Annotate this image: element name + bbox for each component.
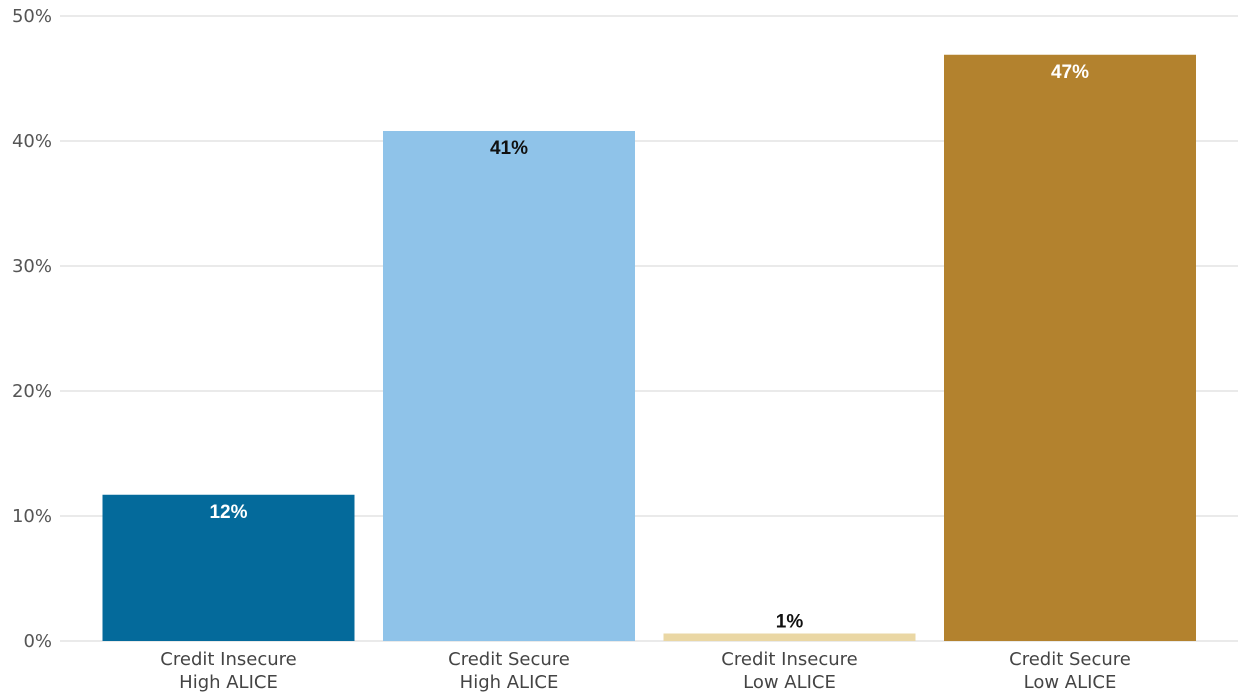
data-labels: 12% 41% 1% 47% xyxy=(209,62,1089,633)
y-tick-label: 30% xyxy=(12,256,52,277)
y-tick-label: 50% xyxy=(12,6,52,27)
bar-3 xyxy=(944,54,1196,641)
x-tick-label: Credit Insecure xyxy=(721,649,857,670)
x-tick-label: Low ALICE xyxy=(743,672,836,692)
y-tick-label: 10% xyxy=(12,506,52,527)
x-tick-label: Credit Secure xyxy=(448,649,570,670)
x-tick-label: High ALICE xyxy=(179,672,278,692)
data-label-3: 47% xyxy=(1051,62,1089,83)
bar-0 xyxy=(102,494,355,641)
x-tick-label: Low ALICE xyxy=(1024,672,1117,692)
y-axis: 0% 10% 20% 30% 40% 50% xyxy=(12,6,52,652)
data-label-0: 12% xyxy=(209,502,247,523)
y-tick-label: 0% xyxy=(23,631,52,652)
x-tick-label: Credit Insecure xyxy=(160,649,296,670)
bar-2 xyxy=(663,633,916,641)
x-tick-label: High ALICE xyxy=(460,672,559,692)
data-label-1: 41% xyxy=(490,138,528,159)
bars xyxy=(102,54,1196,641)
bar-1 xyxy=(383,131,635,641)
y-tick-label: 40% xyxy=(12,131,52,152)
y-tick-label: 20% xyxy=(12,381,52,402)
data-label-2: 1% xyxy=(776,612,804,633)
x-tick-label: Credit Secure xyxy=(1009,649,1131,670)
